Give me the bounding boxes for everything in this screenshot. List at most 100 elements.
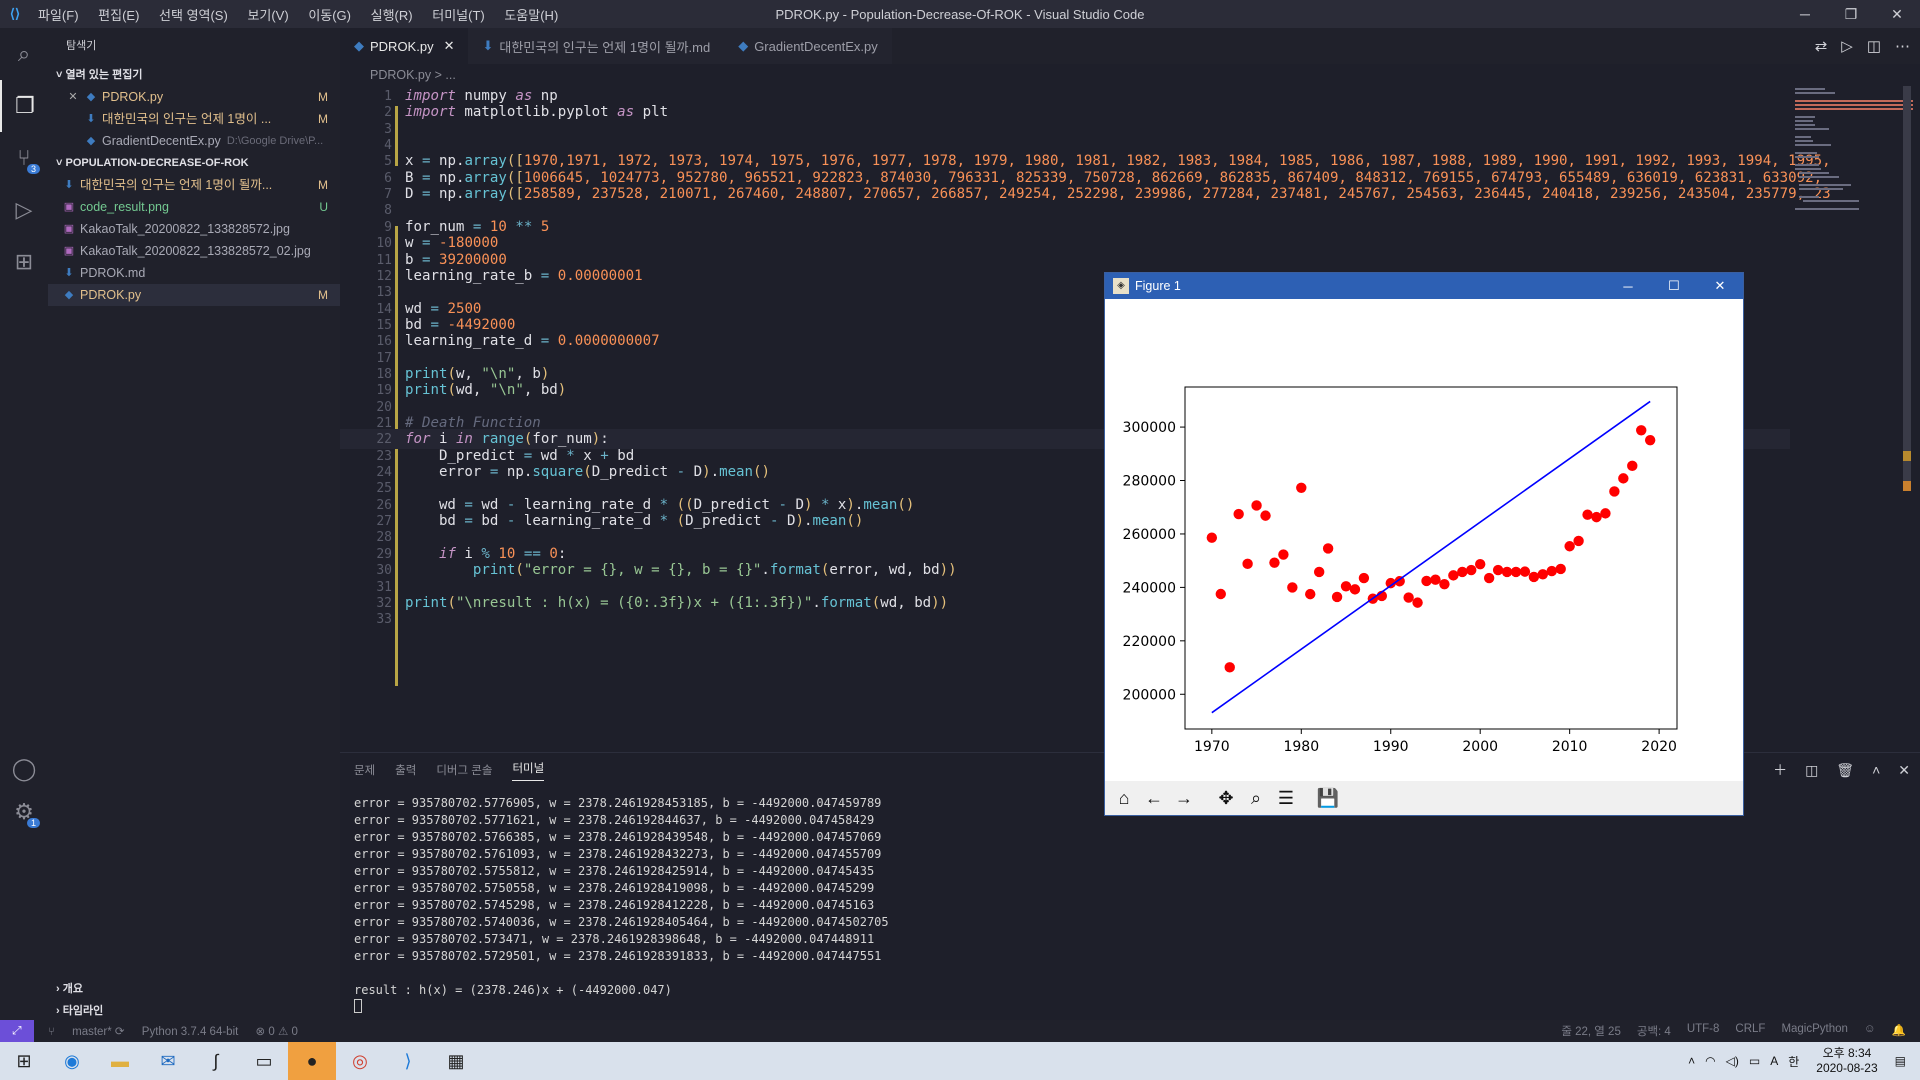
code-line[interactable]: 15 bd = -4492000	[340, 315, 1790, 335]
open-editor-item[interactable]: ◆ GradientDecentEx.py D:\Google Drive\P..…	[48, 130, 340, 152]
ime-hangul-icon[interactable]: 한	[1788, 1054, 1800, 1069]
wifi-icon[interactable]: ◠	[1705, 1054, 1716, 1068]
trash-icon[interactable]: 🗑	[1836, 761, 1855, 778]
code-line[interactable]: 8	[340, 200, 1790, 220]
close-icon[interactable]: ✕	[443, 38, 455, 53]
menu-help[interactable]: 도움말(H)	[504, 7, 559, 23]
terminal-output[interactable]: error = 935780702.5776905, w = 2378.2461…	[354, 795, 889, 1018]
edge-icon[interactable]: ◉	[64, 1050, 80, 1071]
file-item[interactable]: ▣ code_result.png U	[48, 196, 340, 218]
breadcrumb[interactable]: PDROK.py > ...	[370, 68, 456, 82]
code-line[interactable]: 33	[340, 609, 1790, 629]
code-line[interactable]: 16 learning_rate_d = 0.0000000007	[340, 331, 1790, 351]
tab-gradient[interactable]: ◆ GradientDecentEx.py	[724, 28, 892, 64]
minimize-icon[interactable]: ─	[1800, 6, 1810, 22]
code-line[interactable]: 10 w = -180000	[340, 233, 1790, 253]
configure-subplots-icon[interactable]: ☰	[1277, 787, 1295, 808]
close-icon[interactable]: ✕	[68, 91, 78, 103]
code-line[interactable]: 3	[340, 119, 1790, 139]
app-icon[interactable]: ∫	[213, 1050, 219, 1071]
file-item[interactable]: ▣ KakaoTalk_20200822_133828572.jpg	[48, 218, 340, 240]
menu-run[interactable]: 실행(R)	[370, 7, 413, 23]
clock[interactable]: 오후 8:34 2020-08-23	[1816, 1046, 1878, 1075]
code-line[interactable]: 31	[340, 577, 1790, 597]
add-terminal-icon[interactable]: ＋	[1773, 762, 1788, 778]
restore-icon[interactable]: ❐	[1844, 5, 1858, 22]
code-line[interactable]: 4	[340, 135, 1790, 155]
eol[interactable]: CRLF	[1735, 1023, 1766, 1035]
minimize-icon[interactable]: ─	[1623, 278, 1633, 294]
code-editor[interactable]: 1 import numpy as np 2 import matplotlib.py…	[340, 86, 1860, 752]
run-icon[interactable]: ▷	[1841, 38, 1853, 55]
windows-start-icon[interactable]: ⊞	[16, 1050, 32, 1071]
tab-pdrok-py[interactable]: ◆ PDROK.py ✕	[340, 28, 469, 64]
volume-icon[interactable]: ◁)	[1725, 1054, 1739, 1068]
forward-icon[interactable]: →	[1175, 787, 1193, 808]
home-icon[interactable]: ⌂	[1118, 787, 1130, 808]
remote-icon[interactable]: ⤢	[0, 1020, 34, 1042]
tab-markdown[interactable]: ⬇ 대한민국의 인구는 언제 1명이 될까.md	[468, 28, 725, 64]
mail-icon[interactable]: ✉	[160, 1050, 176, 1071]
menu-terminal[interactable]: 터미널(T)	[432, 7, 485, 23]
code-line[interactable]: 21 # Death Function	[340, 413, 1790, 433]
terminal-cursor[interactable]	[354, 999, 889, 1018]
maximize-icon[interactable]: ☐	[1668, 278, 1680, 293]
back-icon[interactable]: ←	[1145, 787, 1163, 808]
code-line[interactable]: 29 if i % 10 == 0:	[340, 544, 1790, 564]
more-icon[interactable]: ⋯	[1895, 38, 1910, 55]
extensions-icon[interactable]: ⊞	[14, 249, 34, 274]
open-editor-item[interactable]: ✕ ◆ PDROK.py M	[48, 86, 340, 108]
pan-icon[interactable]: ✥	[1218, 787, 1234, 808]
terminal-icon[interactable]: ▭	[255, 1050, 273, 1071]
project-section[interactable]: ˅ POPULATION-DECREASE-OF-ROK	[56, 157, 249, 169]
code-line[interactable]: 1 import numpy as np	[340, 86, 1790, 106]
code-line[interactable]: 30 print("error = {}, w = {}, b = {}".fo…	[340, 560, 1790, 580]
menu-edit[interactable]: 편집(E)	[98, 7, 140, 23]
code-line[interactable]: 23 D_predict = wd * x + bd	[340, 446, 1790, 466]
open-editors-section[interactable]: ˅ 열려 있는 편집기	[56, 69, 143, 81]
python-interpreter[interactable]: Python 3.7.4 64-bit	[141, 1026, 239, 1038]
code-line[interactable]: 19 print(wd, "\n", bd)	[340, 380, 1790, 400]
python-figure-icon[interactable]: ▦	[447, 1050, 465, 1071]
code-line[interactable]: 26 wd = wd - learning_rate_d * ((D_predi…	[340, 495, 1790, 515]
notification-icon[interactable]: ▤	[1894, 1054, 1906, 1068]
maximize-panel-icon[interactable]: ˄	[1872, 762, 1881, 778]
split-terminal-icon[interactable]: ◫	[1805, 761, 1819, 778]
compare-icon[interactable]: ⇄	[1814, 38, 1828, 55]
code-line[interactable]: 9 for_num = 10 ** 5	[340, 217, 1790, 237]
menu-go[interactable]: 이동(G)	[308, 7, 352, 23]
tab-problems[interactable]: 문제	[354, 765, 376, 777]
branch-status[interactable]: ⑂ master* ⟳	[48, 1026, 125, 1038]
code-line[interactable]: 27 bd = bd - learning_rate_d * (D_predic…	[340, 511, 1790, 531]
account-icon[interactable]: ◯	[11, 756, 37, 781]
code-line[interactable]: 13	[340, 282, 1790, 302]
code-line[interactable]: 25	[340, 478, 1790, 498]
menu-file[interactable]: 파일(F)	[38, 7, 79, 23]
gear-icon[interactable]: ⚙ 1	[0, 786, 48, 838]
close-icon[interactable]: ✕	[1891, 5, 1903, 22]
search-icon[interactable]: ⌕	[17, 41, 31, 66]
code-line[interactable]: 18 print(w, "\n", b)	[340, 364, 1790, 384]
file-item[interactable]: ◆ PDROK.py M	[48, 284, 340, 306]
code-line[interactable]: 24 error = np.square(D_predict - D).mean…	[340, 462, 1790, 482]
language-mode[interactable]: MagicPython	[1781, 1023, 1848, 1035]
code-line[interactable]: 12 learning_rate_b = 0.00000001	[340, 266, 1790, 286]
run-debug-icon[interactable]: ▷	[15, 197, 33, 222]
battery-icon[interactable]: ▭	[1748, 1054, 1761, 1068]
outline-section[interactable]: › 개요	[56, 983, 83, 995]
code-line[interactable]: 28	[340, 527, 1790, 547]
code-line[interactable]: 11 b = 39200000	[340, 250, 1790, 270]
matplotlib-figure-window[interactable]: ◈ Figure 1 ─ ☐ ✕ 1970 1980 1990 2000 2010 202…	[1104, 272, 1744, 816]
cursor-position[interactable]: 줄 22, 열 25	[1561, 1026, 1621, 1038]
save-icon[interactable]: 💾	[1316, 787, 1340, 808]
timeline-section[interactable]: › 타임라인	[56, 1005, 104, 1017]
code-line[interactable]: 17	[340, 348, 1790, 368]
ime-icon[interactable]: A	[1770, 1054, 1779, 1068]
file-explorer-icon[interactable]: ▬	[111, 1050, 129, 1071]
file-item[interactable]: ⬇ PDROK.md	[48, 262, 340, 284]
close-panel-icon[interactable]: ✕	[1898, 761, 1910, 778]
menu-selection[interactable]: 선택 영역(S)	[159, 7, 228, 23]
tab-terminal[interactable]: 터미널	[512, 760, 545, 781]
vscode-icon[interactable]: ⟩	[404, 1050, 412, 1071]
